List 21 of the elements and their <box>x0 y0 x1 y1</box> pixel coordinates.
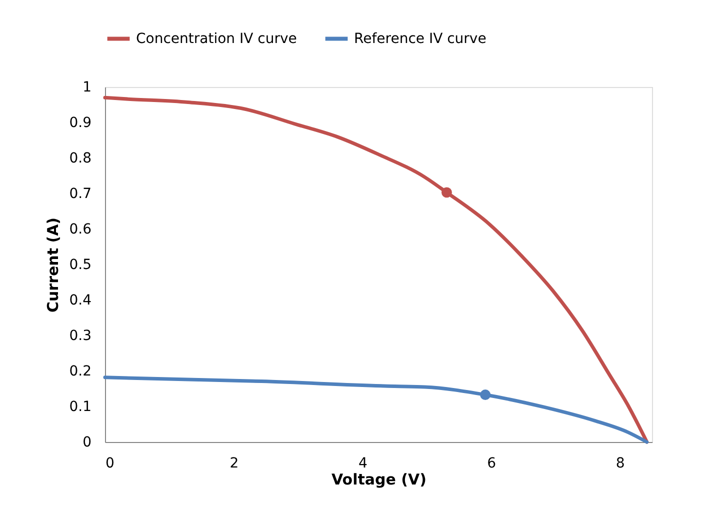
legend-label: Concentration IV curve <box>136 30 297 47</box>
x-axis-title: Voltage (V) <box>332 470 426 488</box>
y-tick-label: 0.7 <box>69 186 92 202</box>
y-tick-label: 0.1 <box>69 399 92 415</box>
y-tick-label: 0.4 <box>69 292 92 308</box>
x-tick-label: 8 <box>616 456 625 472</box>
y-tick-label: 0 <box>82 434 92 450</box>
x-tick-label: 0 <box>106 456 114 472</box>
y-tick-label: 0.6 <box>69 222 92 238</box>
y-tick-label: 0.5 <box>69 257 92 273</box>
legend-label: Reference IV curve <box>354 30 486 47</box>
x-tick-label: 2 <box>230 456 239 472</box>
y-axis-title: Current (A) <box>44 217 62 313</box>
x-tick-label: 6 <box>487 456 496 472</box>
x-tick-label: 4 <box>358 456 368 472</box>
y-tick-label: 0.2 <box>69 364 92 380</box>
y-tick-label: 0.8 <box>69 150 92 166</box>
y-tick-label: 0.9 <box>69 115 92 131</box>
y-tick-label: 1 <box>82 80 92 96</box>
line-series <box>103 376 649 444</box>
y-tick-label: 0.3 <box>69 328 92 344</box>
